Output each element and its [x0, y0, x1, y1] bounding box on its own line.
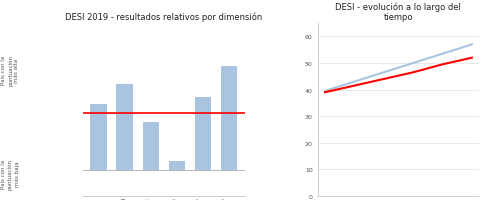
- Text: País con la
puntuación
más alta: País con la puntuación más alta: [1, 55, 20, 86]
- Bar: [90, 105, 107, 170]
- Text: País con la
puntuación
más baja: País con la puntuación más baja: [1, 158, 20, 189]
- Bar: [220, 67, 237, 170]
- Title: DESI - evolución a lo largo del
tiempo: DESI - evolución a lo largo del tiempo: [335, 2, 460, 22]
- Bar: [194, 98, 211, 170]
- Bar: [142, 122, 159, 170]
- Bar: [168, 162, 185, 170]
- Title: DESI 2019 - resultados relativos por dimensión: DESI 2019 - resultados relativos por dim…: [65, 12, 262, 22]
- Bar: [116, 84, 133, 170]
